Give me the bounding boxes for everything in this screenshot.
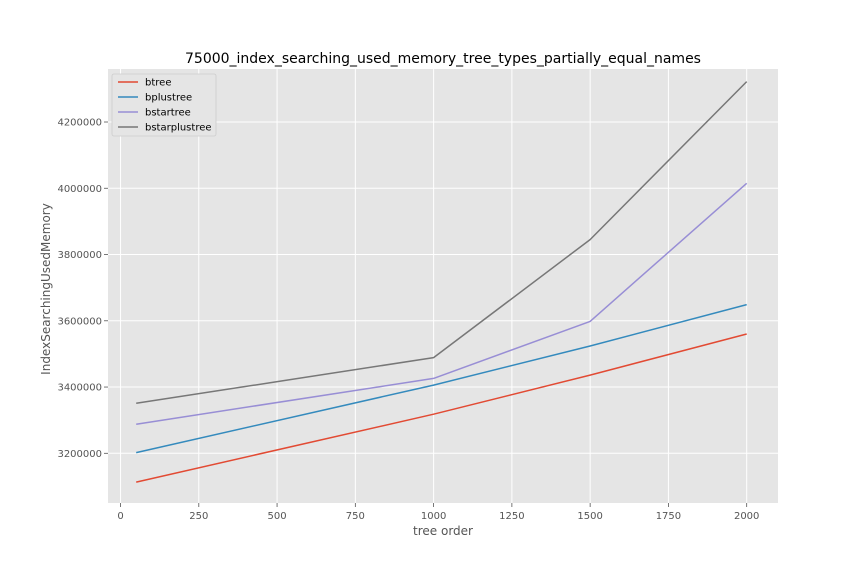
legend-label-bplustree: bplustree: [145, 93, 192, 104]
x-tick-label: 1500: [577, 511, 602, 522]
series-line-btree: [136, 333, 747, 483]
x-tick-label: 1750: [656, 511, 681, 522]
legend-box: [111, 73, 217, 137]
y-axis-ticks: 3200000 3400000 3600000 3800000 4000000 42000…: [57, 118, 108, 460]
y-tick-label: 3200000: [57, 449, 102, 460]
y-tick-label: 3400000: [57, 383, 102, 394]
x-tick-label: 1250: [499, 511, 524, 522]
y-tick-label: 3800000: [57, 250, 102, 261]
legend-label-btree: btree: [145, 78, 171, 89]
x-tick-label: 2000: [734, 511, 759, 522]
x-tick-label: 1000: [421, 511, 446, 522]
y-axis-label: IndexSearchingUsedMemory: [39, 203, 53, 375]
series-line-bstartree: [136, 182, 748, 425]
y-tick-label: 4000000: [57, 184, 102, 195]
x-tick-label: 750: [346, 511, 365, 522]
chart-title: 75000_index_searching_used_memory_tree_t…: [185, 51, 701, 67]
series-lines: [136, 81, 748, 483]
legend-label-bstartree: bstartree: [145, 108, 191, 119]
series-line-bplustree: [136, 303, 747, 454]
legend-label-bstarplustree: bstarplustree: [145, 123, 212, 134]
x-axis-label: tree order: [413, 524, 473, 538]
x-tick-label: 250: [189, 511, 208, 522]
x-tick-label: 500: [268, 511, 287, 522]
y-tick-label: 4200000: [57, 118, 102, 129]
x-tick-label: 0: [117, 511, 123, 522]
plot-area: [108, 69, 778, 503]
y-tick-label: 3600000: [57, 316, 102, 327]
legend: btree bplustree bstartree bstarplustree: [111, 73, 217, 137]
legend-items: btree bplustree bstartree bstarplustree: [118, 78, 212, 134]
x-axis-ticks: 0 250 500 750 1000 1250 1500 1750 2000: [117, 503, 759, 522]
gridlines: [108, 69, 778, 503]
series-line-bstarplustree: [136, 81, 748, 405]
